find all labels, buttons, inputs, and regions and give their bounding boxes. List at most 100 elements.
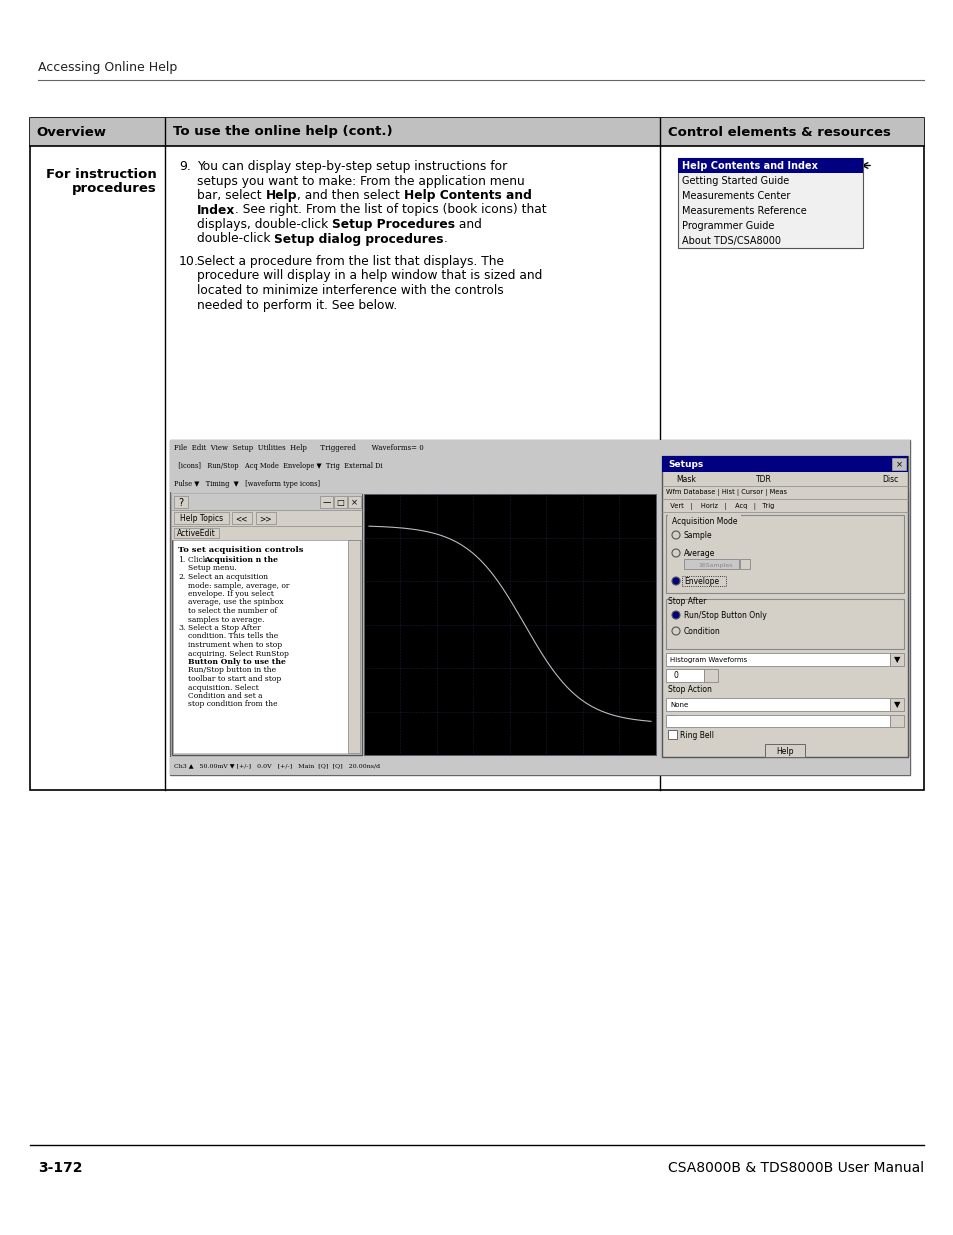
Text: Setup dialog procedures: Setup dialog procedures xyxy=(274,232,443,246)
Bar xyxy=(764,743,804,757)
Text: 3.: 3. xyxy=(178,624,185,632)
Text: Run/Stop Button Only: Run/Stop Button Only xyxy=(683,610,766,620)
Text: [icons]   Run/Stop   Acq Mode  Envelope ▼  Trig  External Di: [icons] Run/Stop Acq Mode Envelope ▼ Tri… xyxy=(173,462,382,469)
Text: Control elements & resources: Control elements & resources xyxy=(667,126,890,138)
Text: Stop After: Stop After xyxy=(667,597,705,606)
Bar xyxy=(172,494,361,510)
Text: located to minimize interference with the controls: located to minimize interference with th… xyxy=(196,284,503,296)
Text: procedure will display in a help window that is sized and: procedure will display in a help window … xyxy=(196,269,542,283)
Text: Measurements Center: Measurements Center xyxy=(681,191,789,201)
Text: Pulse ▼   Timing  ▼   [waveform type icons]: Pulse ▼ Timing ▼ [waveform type icons] xyxy=(173,479,320,488)
Text: >>: >> xyxy=(259,514,272,522)
Text: average, use the spinbox: average, use the spinbox xyxy=(188,599,283,606)
Text: Help Contents and: Help Contents and xyxy=(403,189,531,203)
Text: .: . xyxy=(443,232,447,246)
Text: ×: × xyxy=(895,459,902,469)
Text: Ch3 ▲   50.00mV ▼ [+/-]   0.0V   [+/-]   Main  [Q]  [Q]   20.00ns/d: Ch3 ▲ 50.00mV ▼ [+/-] 0.0V [+/-] Main [Q… xyxy=(173,763,379,768)
Text: Filename: Filename xyxy=(667,715,702,725)
Text: condition. This tells the: condition. This tells the xyxy=(188,632,278,641)
Text: and: and xyxy=(455,219,481,231)
Text: 9.: 9. xyxy=(179,161,191,173)
Text: double-click: double-click xyxy=(196,232,274,246)
Bar xyxy=(173,529,219,538)
Text: Acquisition n the: Acquisition n the xyxy=(204,556,277,564)
Text: □: □ xyxy=(336,498,344,508)
Bar xyxy=(170,474,909,492)
Text: stop condition from the: stop condition from the xyxy=(188,700,277,709)
Bar xyxy=(173,496,188,508)
Bar xyxy=(889,698,903,711)
Text: Condition and set a: Condition and set a xyxy=(188,692,262,700)
Text: 2.: 2. xyxy=(178,573,185,580)
Bar xyxy=(665,653,889,666)
Text: . See right. From the list of topics (book icons) that: . See right. From the list of topics (bo… xyxy=(235,204,546,216)
Text: To use the online help (cont.): To use the online help (cont.) xyxy=(172,126,393,138)
Text: 10.: 10. xyxy=(179,254,198,268)
Text: ▼: ▼ xyxy=(893,700,900,709)
Bar xyxy=(173,513,229,524)
Bar xyxy=(232,513,252,524)
Text: 1.: 1. xyxy=(178,556,185,564)
Bar xyxy=(364,494,656,755)
Bar xyxy=(319,496,333,508)
Bar xyxy=(703,669,718,682)
Bar xyxy=(170,440,909,456)
Bar xyxy=(889,653,903,666)
Bar xyxy=(334,496,347,508)
Bar xyxy=(172,510,361,526)
Text: acquisition. Select: acquisition. Select xyxy=(188,683,258,692)
Bar xyxy=(30,119,923,146)
Bar xyxy=(665,715,889,727)
Bar xyxy=(170,757,909,776)
Text: Run/Stop button in the: Run/Stop button in the xyxy=(188,667,275,674)
Text: setups you want to make: From the application menu: setups you want to make: From the applic… xyxy=(196,174,524,188)
Text: Condition: Condition xyxy=(683,626,720,636)
Text: Average: Average xyxy=(683,548,715,557)
Text: ?: ? xyxy=(178,498,183,508)
Bar xyxy=(173,540,348,753)
Text: Select a Stop After: Select a Stop After xyxy=(188,624,260,632)
Bar xyxy=(681,576,725,585)
Text: bar, select: bar, select xyxy=(196,189,265,203)
Text: You can display step-by-step setup instructions for: You can display step-by-step setup instr… xyxy=(196,161,507,173)
Bar xyxy=(172,494,361,755)
Bar xyxy=(665,669,703,682)
Text: ▼: ▼ xyxy=(893,656,900,664)
Circle shape xyxy=(671,577,679,585)
Text: Disc: Disc xyxy=(882,475,898,484)
Bar xyxy=(172,526,361,540)
Text: Measurements Reference: Measurements Reference xyxy=(681,206,806,216)
Text: Setup Procedures: Setup Procedures xyxy=(332,219,455,231)
Bar xyxy=(348,496,360,508)
Text: Histogram Waveforms: Histogram Waveforms xyxy=(669,657,746,663)
Text: envelope. If you select: envelope. If you select xyxy=(188,590,274,598)
Text: Help Topics: Help Topics xyxy=(180,514,223,522)
Text: Envelope: Envelope xyxy=(683,577,719,585)
Text: Accessing Online Help: Accessing Online Help xyxy=(38,62,177,74)
Text: None: None xyxy=(669,701,687,708)
Bar xyxy=(740,559,749,569)
Text: TDR: TDR xyxy=(755,475,771,484)
Bar xyxy=(678,158,862,248)
Text: instrument when to stop: instrument when to stop xyxy=(188,641,282,650)
Text: Vert   |    Horiz   |    Acq   |   Trig: Vert | Horiz | Acq | Trig xyxy=(665,503,774,510)
Text: Click: Click xyxy=(188,556,210,564)
Bar xyxy=(665,515,903,593)
Text: 3-172: 3-172 xyxy=(38,1161,82,1174)
Text: For instruction: For instruction xyxy=(46,168,157,182)
Text: To set acquisition controls: To set acquisition controls xyxy=(178,546,303,555)
Text: Button Only to use the: Button Only to use the xyxy=(188,658,286,666)
Text: to select the number of: to select the number of xyxy=(188,606,277,615)
Text: toolbar to start and stop: toolbar to start and stop xyxy=(188,676,281,683)
Text: Programmer Guide: Programmer Guide xyxy=(681,221,774,231)
Text: 0: 0 xyxy=(673,672,679,680)
Bar xyxy=(170,456,909,474)
Text: Help Contents and Index: Help Contents and Index xyxy=(681,161,817,170)
Bar xyxy=(665,599,903,650)
Text: procedures: procedures xyxy=(72,182,157,195)
Text: Select an acquisition: Select an acquisition xyxy=(188,573,268,580)
Text: 16Samples: 16Samples xyxy=(698,562,732,568)
Text: mode: sample, average, or: mode: sample, average, or xyxy=(188,582,289,589)
Bar xyxy=(661,456,907,472)
Text: Setups: Setups xyxy=(667,459,702,469)
